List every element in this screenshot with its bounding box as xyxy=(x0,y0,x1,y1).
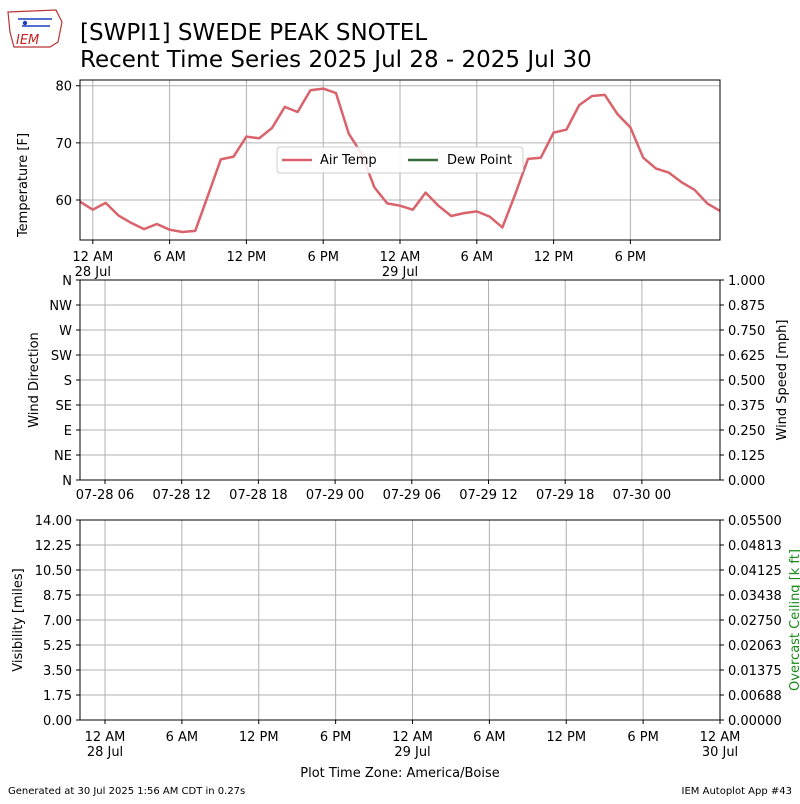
visibility-tick-label: 5.25 xyxy=(43,639,72,654)
x-tick-label: 6 AM xyxy=(461,250,494,265)
x-tick-label: 07-29 06 xyxy=(383,488,441,503)
visibility-tick-label: 7.00 xyxy=(43,614,72,629)
x-tick-label: 07-29 18 xyxy=(536,488,594,503)
x-tick-label: 12 AM xyxy=(85,730,126,745)
ceiling-tick-label: 0.00688 xyxy=(728,689,782,704)
wind-speed-tick-label: 0.250 xyxy=(728,424,765,439)
visibility-tick-label: 1.75 xyxy=(43,689,72,704)
time-zone-axis-label: Plot Time Zone: America/Boise xyxy=(300,766,499,781)
wind-speed-tick-label: 0.000 xyxy=(728,474,765,489)
y-tick-label: 80 xyxy=(55,80,72,95)
wind-direction-tick-label: S xyxy=(64,374,72,389)
wind-speed-tick-label: 0.375 xyxy=(728,399,765,414)
ceiling-tick-label: 0.00000 xyxy=(728,714,782,729)
x-tick-label: 07-28 06 xyxy=(76,488,134,503)
wind-grid xyxy=(80,279,720,481)
wind-speed-tick-label: 0.875 xyxy=(728,299,765,314)
x-tick-date-label: 28 Jul xyxy=(87,745,123,760)
x-tick-label: 6 AM xyxy=(473,730,506,745)
ceiling-tick-label: 0.04813 xyxy=(728,539,782,554)
visibility-tick-label: 14.00 xyxy=(35,514,72,529)
temperature-y-axis-label: Temperature [F] xyxy=(16,133,31,238)
x-tick-label: 07-30 00 xyxy=(613,488,671,503)
wind-direction-tick-label: N xyxy=(62,274,72,289)
logo-text: IEM xyxy=(16,33,39,48)
ceiling-tick-label: 0.02063 xyxy=(728,639,782,654)
visibility-ticks: 0.00 0.00000 1.75 0.00688 3.50 0.01375 5.25 0.0… xyxy=(35,514,782,760)
x-tick-label: 6 PM xyxy=(627,730,658,745)
x-tick-label: 6 PM xyxy=(615,250,646,265)
x-tick-date-label: 28 Jul xyxy=(75,265,111,280)
chart-title-line2: Recent Time Series 2025 Jul 28 - 2025 Ju… xyxy=(80,47,592,73)
x-tick-label: 12 PM xyxy=(239,730,279,745)
wind-direction-tick-label: NE xyxy=(54,449,72,464)
y-tick-label: 70 xyxy=(55,137,72,152)
temperature-legend: Air Temp Dew Point xyxy=(276,146,524,174)
x-tick-label: 6 PM xyxy=(307,250,338,265)
x-tick-label: 12 AM xyxy=(380,250,421,265)
chart-title-line1: [SWPI1] SWEDE PEAK SNOTEL xyxy=(80,20,427,46)
x-tick-date-label: 29 Jul xyxy=(382,265,418,280)
wind-direction-tick-label: W xyxy=(59,324,72,339)
wind-speed-tick-label: 1.000 xyxy=(728,274,765,289)
wind-speed-tick-label: 0.625 xyxy=(728,349,765,364)
legend-air-temp-label: Air Temp xyxy=(320,153,377,168)
ceiling-tick-label: 0.04125 xyxy=(728,564,782,579)
ceiling-tick-label: 0.01375 xyxy=(728,664,782,679)
wind-direction-tick-label: NW xyxy=(49,299,72,314)
x-tick-label: 07-28 12 xyxy=(152,488,210,503)
wind-direction-tick-label: E xyxy=(64,424,72,439)
wind-speed-axis-label: Wind Speed [mph] xyxy=(775,320,790,441)
x-tick-label: 12 PM xyxy=(534,250,574,265)
visibility-tick-label: 3.50 xyxy=(43,664,72,679)
wind-direction-tick-label: SE xyxy=(56,399,72,414)
x-tick-label: 12 AM xyxy=(700,730,741,745)
x-tick-label: 6 AM xyxy=(153,250,186,265)
footer-app-text: IEM Autoplot App #43 xyxy=(682,786,792,797)
ceiling-tick-label: 0.03438 xyxy=(728,589,782,604)
visibility-tick-label: 0.00 xyxy=(43,714,72,729)
legend-box xyxy=(276,146,524,174)
legend-dew-point-label: Dew Point xyxy=(447,153,512,168)
wind-direction-axis-label: Wind Direction xyxy=(27,332,42,428)
overcast-ceiling-axis-label: Overcast Ceiling [k ft] xyxy=(788,549,800,691)
x-tick-label: 6 AM xyxy=(166,730,199,745)
iem-logo: IEM xyxy=(7,9,63,48)
logo-station-dot-icon xyxy=(22,20,28,26)
x-tick-label: 07-29 00 xyxy=(306,488,364,503)
ceiling-tick-label: 0.02750 xyxy=(728,614,782,629)
x-tick-label: 12 AM xyxy=(392,730,433,745)
visibility-tick-label: 10.50 xyxy=(35,564,72,579)
x-tick-label: 12 PM xyxy=(546,730,586,745)
visibility-tick-label: 12.25 xyxy=(35,539,72,554)
y-tick-label: 60 xyxy=(55,194,72,209)
x-tick-label: 6 PM xyxy=(320,730,351,745)
visibility-tick-label: 8.75 xyxy=(43,589,72,604)
wind-direction-tick-label: N xyxy=(62,474,72,489)
air-temp-series-line xyxy=(79,87,721,234)
x-tick-date-label: 29 Jul xyxy=(394,745,430,760)
x-tick-label: 12 AM xyxy=(72,250,113,265)
ceiling-tick-label: 0.05500 xyxy=(728,514,782,529)
x-tick-label: 12 PM xyxy=(227,250,267,265)
footer-generated-text: Generated at 30 Jul 2025 1:56 AM CDT in … xyxy=(8,786,245,797)
wind-ticks: N 0.000 NE 0.125 E 0.250 SE 0.375 S 0.500 SW 0.625 W… xyxy=(49,274,765,503)
visibility-grid xyxy=(80,519,721,721)
visibility-axis-label: Visibility [miles] xyxy=(11,568,26,671)
wind-direction-tick-label: SW xyxy=(51,349,72,364)
wind-speed-tick-label: 0.125 xyxy=(728,449,765,464)
visibility-panel: 0.00 0.00000 1.75 0.00688 3.50 0.01375 5.25 0.0… xyxy=(11,514,800,781)
wind-speed-tick-label: 0.750 xyxy=(728,324,765,339)
x-tick-label: 07-28 18 xyxy=(229,488,287,503)
wind-speed-tick-label: 0.500 xyxy=(728,374,765,389)
wind-panel: N 0.000 NE 0.125 E 0.250 SE 0.375 S 0.500 SW 0.625 W… xyxy=(27,274,790,503)
x-tick-label: 07-29 12 xyxy=(459,488,517,503)
x-tick-date-label: 30 Jul xyxy=(702,745,738,760)
